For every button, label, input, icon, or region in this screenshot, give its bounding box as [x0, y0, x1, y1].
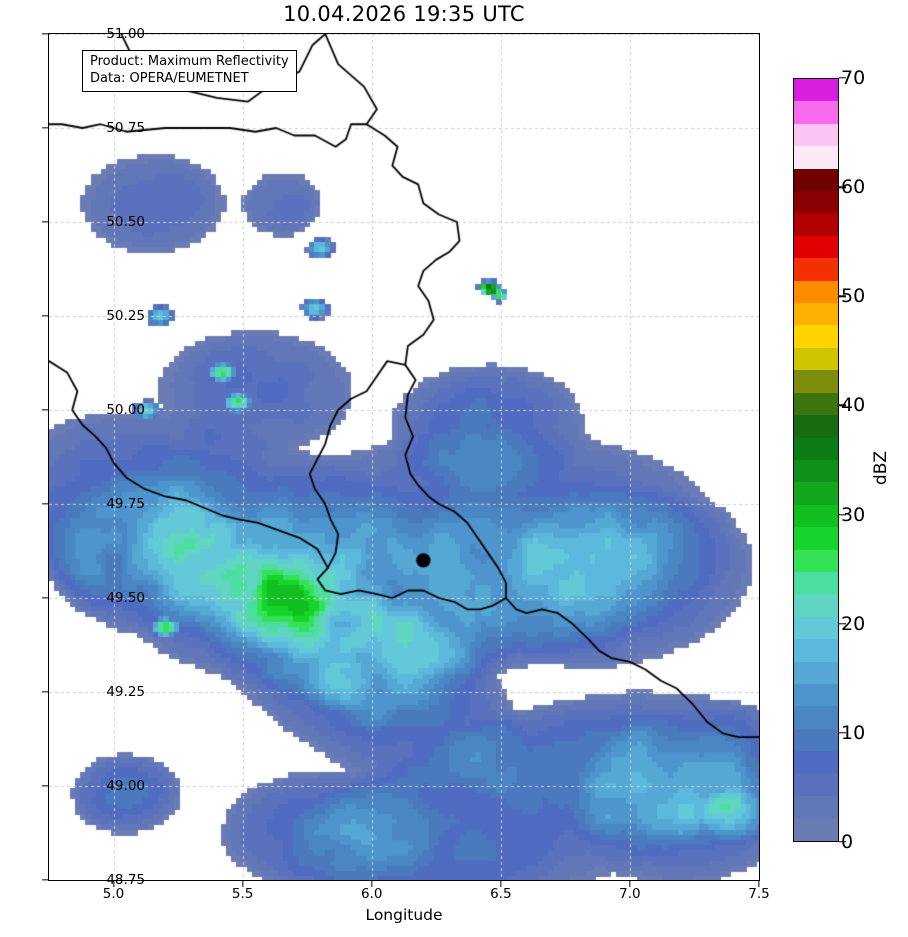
colorbar-band	[794, 571, 838, 595]
x-axis-tick-mark	[112, 881, 115, 887]
colorbar-band	[794, 280, 838, 304]
colorbar-gradient	[793, 78, 839, 842]
colorbar-tick-label: 40	[841, 394, 866, 417]
colorbar-band	[794, 728, 838, 752]
x-axis-tick-label: 5.0	[102, 886, 125, 902]
colorbar-tick-label: 70	[841, 67, 866, 89]
colorbar-tick-label: 0	[841, 831, 854, 853]
colorbar-band	[794, 459, 838, 483]
colorbar-tick-mark	[839, 186, 846, 188]
colorbar-label: dBZ	[871, 450, 891, 486]
colorbar-tick-mark	[839, 513, 846, 516]
y-axis-tick-label: 50.75	[106, 120, 145, 136]
y-axis-tick-label: 49.75	[106, 496, 145, 512]
colorbar-band	[794, 796, 838, 819]
y-axis-tick-mark	[42, 315, 48, 317]
colorbar-band	[794, 437, 838, 460]
x-axis-tick-label: 7.5	[748, 886, 770, 902]
y-axis-tick-mark	[42, 221, 48, 223]
y-axis-tick-label: 48.75	[106, 872, 145, 888]
colorbar-band	[794, 639, 838, 662]
y-axis-tick-label: 51.00	[106, 26, 145, 42]
colorbar-band	[794, 146, 838, 169]
colorbar-band	[794, 683, 838, 707]
x-axis-tick-mark	[758, 881, 760, 887]
colorbar-band	[794, 661, 838, 684]
colorbar-band	[794, 818, 838, 841]
colorbar-band	[794, 616, 838, 640]
colorbar: 0 10 20 30 40 50 60 70	[793, 67, 865, 853]
colorbar-band	[794, 168, 838, 192]
colorbar-tick-mark	[839, 295, 846, 297]
colorbar-tick-mark	[839, 732, 846, 734]
y-axis-tick-mark	[42, 785, 48, 787]
colorbar-band	[794, 235, 838, 259]
colorbar-band	[794, 123, 838, 147]
colorbar-band	[794, 415, 838, 438]
x-axis-tick-label: 6.5	[490, 886, 512, 902]
colorbar-band	[794, 773, 838, 796]
colorbar-band	[794, 527, 838, 550]
colorbar-tick-label: 10	[841, 721, 866, 744]
y-axis-tick-label: 50.00	[106, 402, 145, 418]
colorbar-band	[794, 347, 838, 371]
x-axis-tick-label: 6.0	[360, 886, 383, 902]
colorbar-tick-label: 20	[841, 612, 866, 635]
x-axis-tick-label: 5.5	[231, 886, 254, 902]
x-axis-tick-label: 7.0	[619, 886, 641, 902]
y-axis-tick-label: 49.00	[106, 778, 145, 794]
y-axis-tick-mark	[42, 33, 48, 35]
colorbar-band	[794, 751, 838, 774]
x-axis-tick-mark	[241, 881, 244, 887]
x-axis-tick-mark	[500, 881, 502, 887]
colorbar-band	[794, 191, 838, 214]
y-axis-tick-label: 50.25	[106, 308, 145, 324]
colorbar-tick-mark	[839, 623, 846, 625]
colorbar-band	[794, 213, 838, 236]
colorbar-band	[794, 594, 838, 617]
map-plot-area[interactable]	[48, 33, 760, 881]
page-title: 10.04.2026 19:35 UTC	[283, 2, 525, 26]
info-data-line: Data: OPERA/EUMETNET	[90, 70, 249, 86]
colorbar-tick-label: 60	[841, 176, 866, 199]
y-axis-tick-mark	[42, 503, 48, 505]
x-axis-label: Longitude	[365, 906, 443, 924]
colorbar-band	[794, 504, 838, 528]
colorbar-band	[794, 258, 838, 281]
y-axis-tick-mark	[42, 127, 48, 129]
colorbar-band	[794, 79, 838, 102]
y-axis-tick-label: 49.25	[106, 684, 145, 700]
colorbar-band	[794, 325, 838, 348]
colorbar-tick-mark	[839, 404, 846, 407]
colorbar-tick-mark	[839, 841, 846, 843]
y-axis-tick-label: 49.50	[106, 590, 145, 606]
colorbar-band	[794, 482, 838, 505]
info-product-line: Product: Maximum Reflectivity	[90, 54, 289, 69]
colorbar-band	[794, 303, 838, 326]
info-box: Product: Maximum Reflectivity Data: OPER…	[82, 50, 297, 93]
y-axis-tick-mark	[42, 409, 48, 411]
x-axis-tick-mark	[371, 881, 373, 887]
y-axis-tick-mark	[42, 691, 48, 693]
colorbar-tick-mark	[839, 77, 846, 79]
station-marker-layer	[49, 34, 759, 880]
y-axis-tick-mark	[42, 879, 48, 881]
colorbar-tick-label: 30	[841, 503, 866, 526]
colorbar-band	[794, 549, 838, 572]
colorbar-band	[794, 392, 838, 416]
colorbar-band	[794, 706, 838, 729]
y-axis-tick-label: 50.50	[106, 214, 145, 230]
colorbar-band	[794, 101, 838, 124]
colorbar-band	[794, 370, 838, 393]
x-axis-tick-mark	[629, 881, 631, 887]
y-axis-tick-mark	[42, 597, 48, 599]
colorbar-tick-label: 50	[841, 285, 866, 308]
